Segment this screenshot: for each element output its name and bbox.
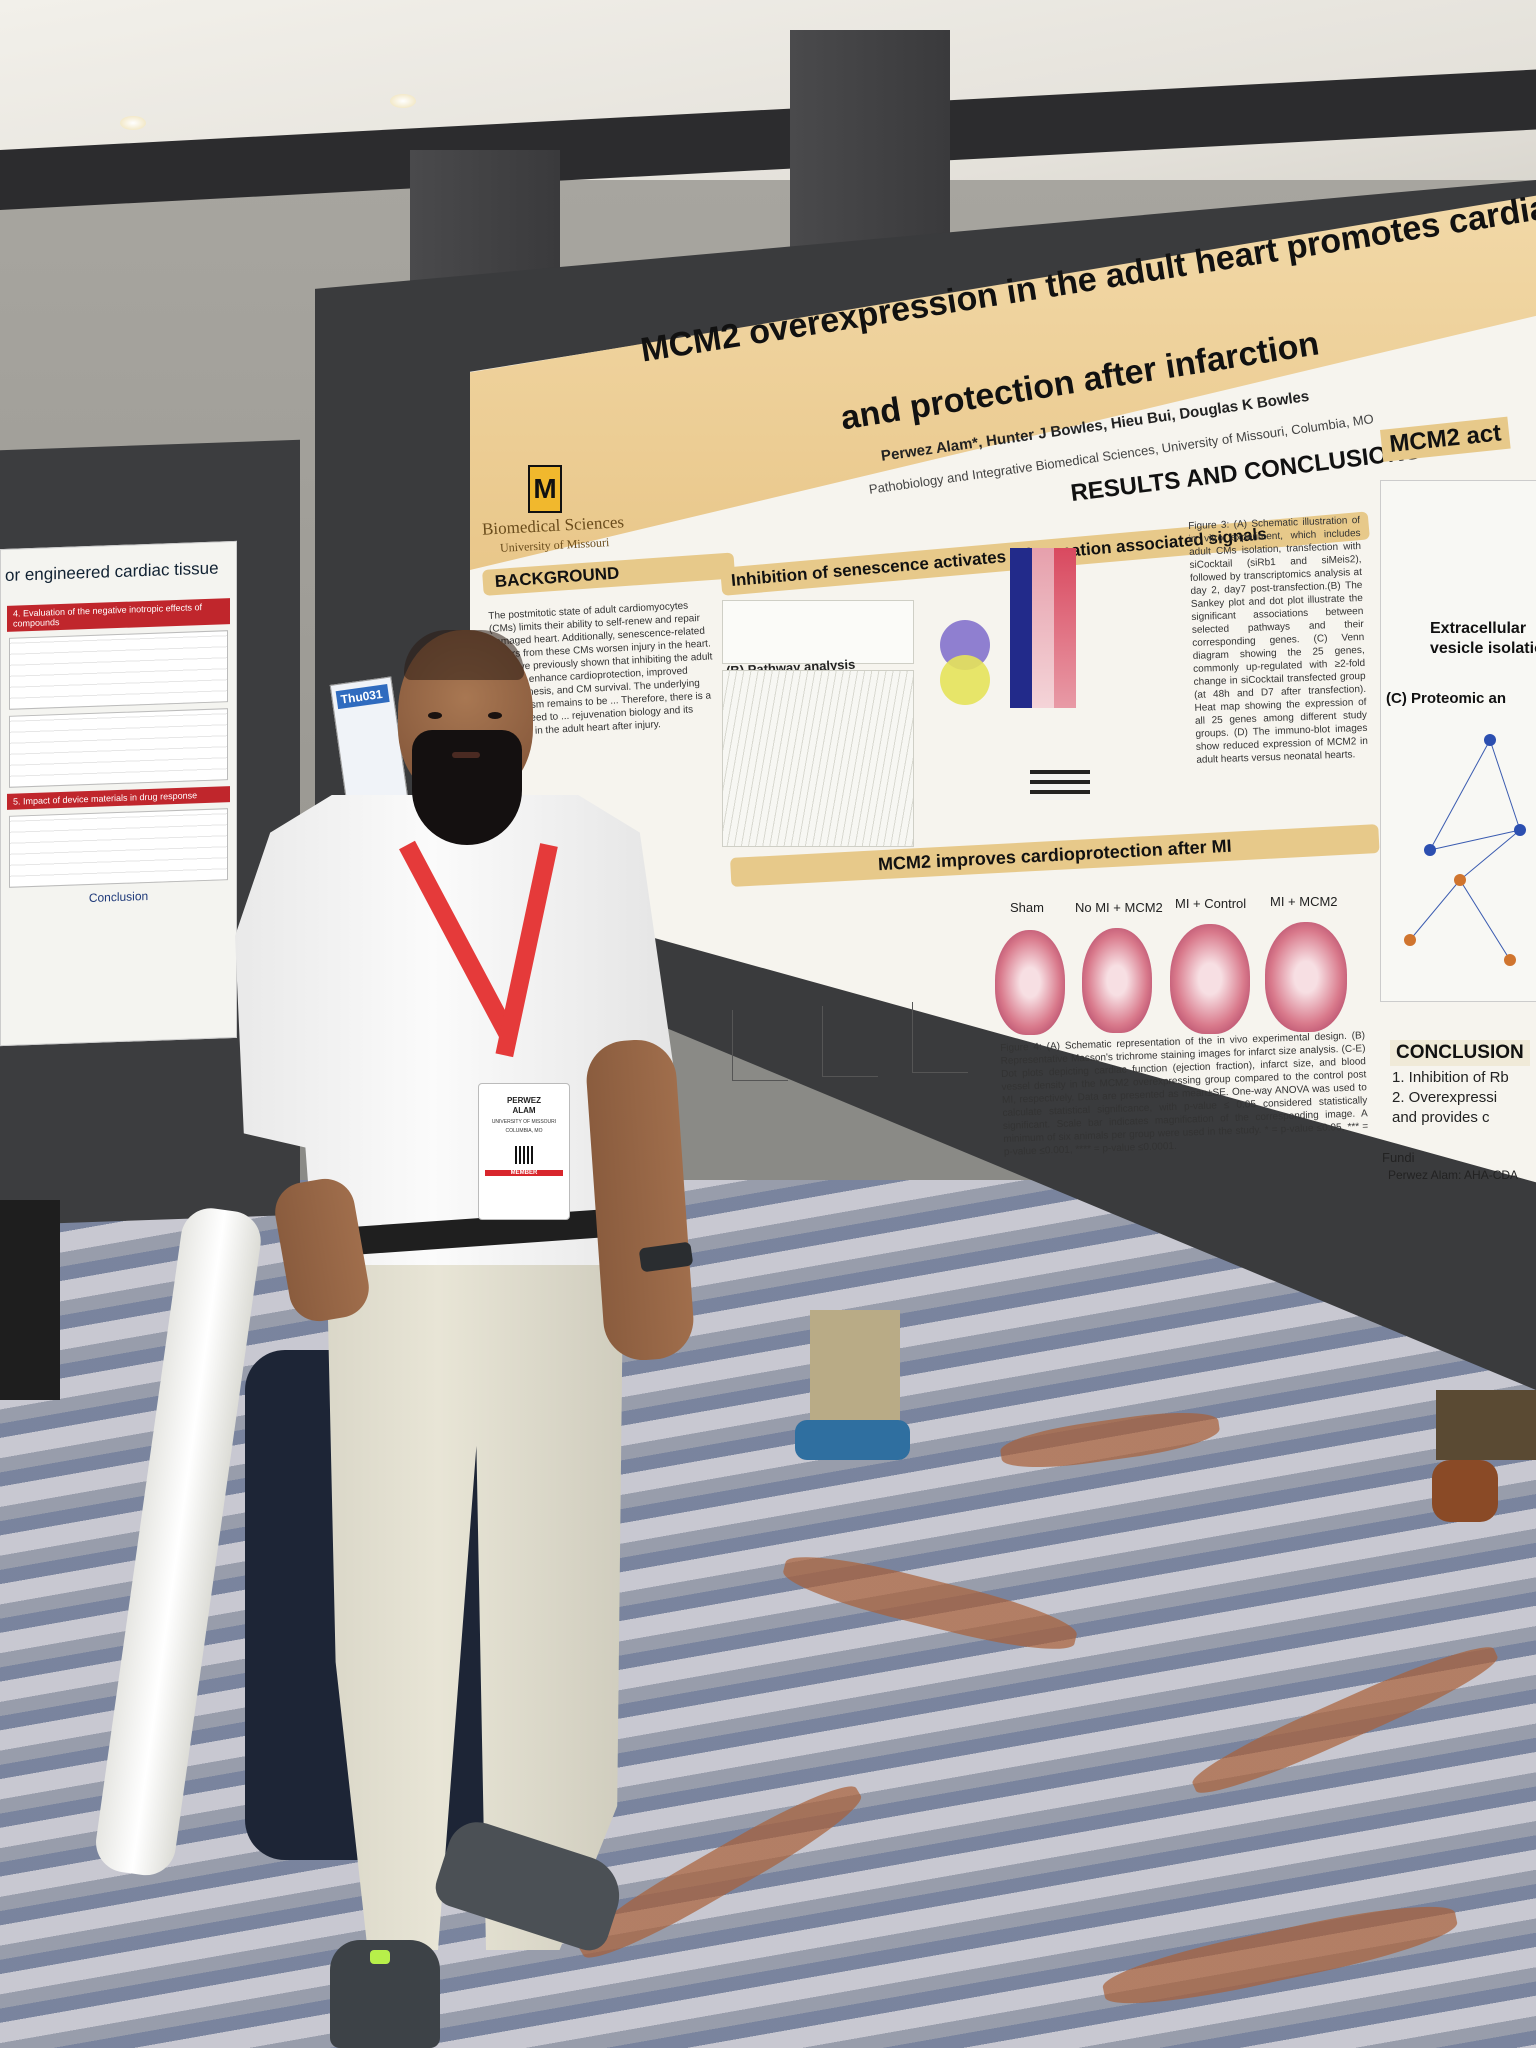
proteomic-label: (C) Proteomic an xyxy=(1386,690,1507,707)
section-conclusion-heading: CONCLUSION xyxy=(1390,1040,1530,1066)
conclusion-item: 2. Overexpressi xyxy=(1392,1089,1498,1106)
dot-plot-d xyxy=(822,1006,878,1077)
heart-label: Sham xyxy=(1010,900,1044,915)
figure3-caption: Figure 3: (A) Schematic illustration of … xyxy=(1188,514,1369,766)
badge-university: UNIVERSITY OF MISSOURI xyxy=(491,1119,557,1125)
heatmap-column xyxy=(1032,548,1054,708)
network-node xyxy=(1454,874,1466,886)
venn-circle xyxy=(940,655,990,705)
figure3-panel-a xyxy=(722,600,914,664)
network-node xyxy=(1504,954,1516,966)
name-badge: PERWEZ ALAM UNIVERSITY OF MISSOURI COLUM… xyxy=(478,1083,570,1220)
figure3-panel-b-sankey xyxy=(722,670,914,847)
conclusion-item: 1. Inhibition of Rb xyxy=(1392,1069,1509,1086)
ev-isolation-label: Extracellular xyxy=(1430,620,1527,637)
heatmap-column xyxy=(1054,548,1076,708)
heart-section-image xyxy=(1082,928,1152,1033)
sneaker-lace xyxy=(370,1950,390,1964)
badge-city: COLUMBIA, MO xyxy=(505,1128,543,1134)
mcm2-activity-panel xyxy=(1380,480,1536,1002)
heart-section-image xyxy=(995,930,1065,1035)
university-logo: M xyxy=(528,465,562,513)
heart-sections: Sham No MI + MCM2 MI + Control MI + MCM2 xyxy=(990,894,1355,1050)
heart-label: No MI + MCM2 xyxy=(1075,900,1163,915)
left-poster-title: or engineered cardiac tissue xyxy=(5,558,219,585)
heart-label: MI + MCM2 xyxy=(1270,894,1338,909)
qr-code-icon xyxy=(515,1146,533,1164)
mouth xyxy=(452,752,480,758)
funding-title: Fundi xyxy=(1382,1150,1415,1165)
badge-last-name: ALAM xyxy=(512,1106,536,1115)
network-node xyxy=(1404,934,1416,946)
network-node xyxy=(1484,734,1496,746)
background-person-legs xyxy=(1436,1390,1536,1460)
network-node xyxy=(1514,824,1526,836)
left-poster-figure xyxy=(9,630,228,710)
poster-number: Thu031 xyxy=(335,684,390,710)
conclusion-list: 1. Inhibition of Rb 2. Overexpressi and … xyxy=(1392,1068,1509,1128)
badge-member-band: MEMBER xyxy=(485,1170,563,1176)
immunoblot xyxy=(1030,770,1090,800)
left-poster-figure xyxy=(9,708,228,788)
dot-plot-c xyxy=(732,1010,788,1081)
left-sneaker xyxy=(330,1940,440,2048)
funding-text: Perwez Alam: AHA-CDA xyxy=(1388,1168,1519,1182)
heart-label: MI + Control xyxy=(1175,896,1247,911)
left-poster: or engineered cardiac tissue 4. Evaluati… xyxy=(0,540,237,1047)
conclusion-item: and provides c xyxy=(1392,1109,1490,1126)
badge-first-name: PERWEZ xyxy=(506,1096,542,1105)
ceiling-light xyxy=(390,94,416,108)
heart-section-image xyxy=(1265,922,1347,1032)
left-poster-figure xyxy=(9,808,228,888)
background-person xyxy=(0,1200,60,1400)
figure4-caption: Figure 4: (A) Schematic representation o… xyxy=(1000,1030,1369,1158)
ceiling-light xyxy=(120,116,146,130)
badge-name: PERWEZ ALAM xyxy=(479,1096,569,1116)
dot-plot-e xyxy=(912,1002,968,1073)
hair xyxy=(404,630,524,680)
background-person-shoe xyxy=(795,1420,910,1460)
eye xyxy=(488,712,502,719)
beard xyxy=(412,730,522,845)
network-node xyxy=(1424,844,1436,856)
dot-plots xyxy=(732,1000,982,1100)
ev-isolation-label: vesicle isolatio xyxy=(1430,640,1536,657)
background-person-shoe xyxy=(1432,1460,1498,1522)
heart-section-image xyxy=(1170,924,1250,1034)
left-poster-section-bar: 5. Impact of device materials in drug re… xyxy=(7,786,230,810)
heatmap xyxy=(1010,548,1150,708)
eye xyxy=(428,712,442,719)
left-poster-conclusion-heading: Conclusion xyxy=(88,888,149,906)
protein-network xyxy=(1404,734,1526,966)
heatmap-column xyxy=(1010,548,1032,708)
left-poster-section-bar: 4. Evaluation of the negative inotropic … xyxy=(7,598,230,632)
